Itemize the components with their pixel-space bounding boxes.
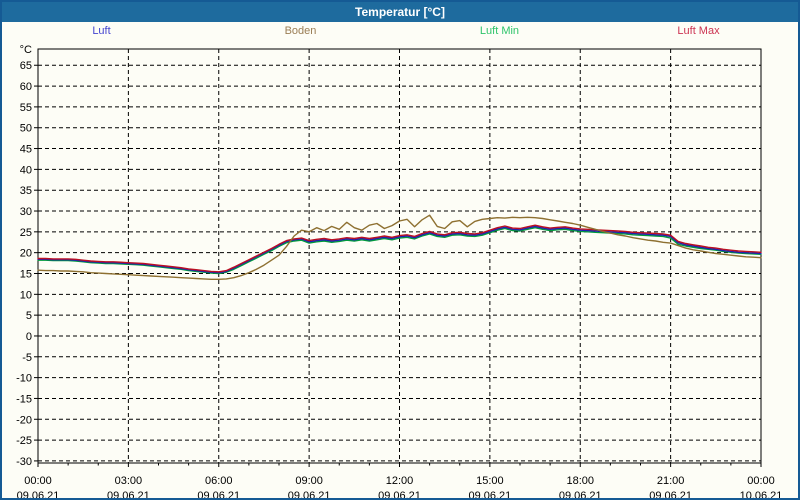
- y-tick-label: -10: [16, 373, 32, 385]
- y-tick-label: 20: [20, 248, 32, 260]
- y-tick-label: 25: [20, 227, 32, 239]
- y-tick-label: -30: [16, 456, 32, 468]
- y-tick-label: -25: [16, 435, 32, 447]
- y-tick-label: 35: [20, 185, 32, 197]
- x-tick-time-label: 00:00: [747, 475, 775, 487]
- plot-frame: [37, 48, 762, 464]
- x-tick-date-label: 09.06.21: [378, 490, 421, 500]
- y-tick-label: -20: [16, 414, 32, 426]
- x-tick-date-label: 09.06.21: [288, 490, 331, 500]
- y-tick-label: 60: [20, 81, 32, 93]
- x-tick-time-label: 21:00: [657, 475, 685, 487]
- series-line-luft-max: [37, 224, 762, 273]
- x-tick-date-label: 09.06.21: [468, 490, 511, 500]
- x-tick-time-label: 09:00: [295, 475, 323, 487]
- y-axis-unit-label: °C: [20, 44, 32, 56]
- y-tick-label: 50: [20, 123, 32, 135]
- series-line-boden: [37, 214, 762, 281]
- x-tick-time-label: 18:00: [566, 475, 594, 487]
- x-tick-date-label: 09.06.21: [559, 490, 602, 500]
- x-tick-time-label: 12:00: [386, 475, 414, 487]
- y-tick-label: 30: [20, 206, 32, 218]
- series-line-luft: [37, 225, 762, 274]
- y-tick-label: -15: [16, 393, 32, 405]
- x-tick-date-label: 09.06.21: [17, 490, 60, 500]
- y-tick-label: 40: [20, 164, 32, 176]
- y-tick-label: 5: [26, 310, 32, 322]
- temperature-chart-svg: -30 -25 -20 -15 -10 -5 0 5 10 15 20 25 30 35 40 45 50 55 6…: [16, 44, 783, 500]
- legend-item-luft-min: Luft Min: [479, 25, 520, 37]
- legend-item-boden: Boden: [284, 25, 317, 37]
- x-tick-time-label: 00:00: [24, 475, 52, 487]
- x-tick-time-label: 06:00: [205, 475, 233, 487]
- y-tick-label: 65: [20, 60, 32, 72]
- x-tick-time-label: 03:00: [115, 475, 143, 487]
- y-tick-label: 55: [20, 102, 32, 114]
- y-tick-label: 0: [26, 331, 32, 343]
- x-tick-date-label: 10.06.21: [740, 490, 783, 500]
- window-title: Temperatur [°C]: [355, 5, 445, 19]
- y-tick-label: -5: [22, 352, 32, 364]
- y-tick-label: 15: [20, 268, 32, 280]
- chart-legend: Luft Boden Luft Min Luft Max: [2, 22, 798, 40]
- x-tick-time-label: 15:00: [476, 475, 504, 487]
- x-tick-date-label: 09.06.21: [649, 490, 692, 500]
- window-titlebar: Temperatur [°C]: [2, 2, 798, 22]
- x-tick-date-label: 09.06.21: [197, 490, 240, 500]
- x-tick-date-label: 09.06.21: [107, 490, 150, 500]
- legend-item-luft-max: Luft Max: [677, 25, 720, 37]
- series-line-luft-min: [37, 226, 762, 275]
- chart-area: -30 -25 -20 -15 -10 -5 0 5 10 15 20 25 30 35 40 45 50 55 6…: [2, 42, 798, 500]
- legend-item-luft: Luft: [92, 25, 111, 37]
- y-tick-label: 10: [20, 289, 32, 301]
- y-tick-label: 45: [20, 144, 32, 156]
